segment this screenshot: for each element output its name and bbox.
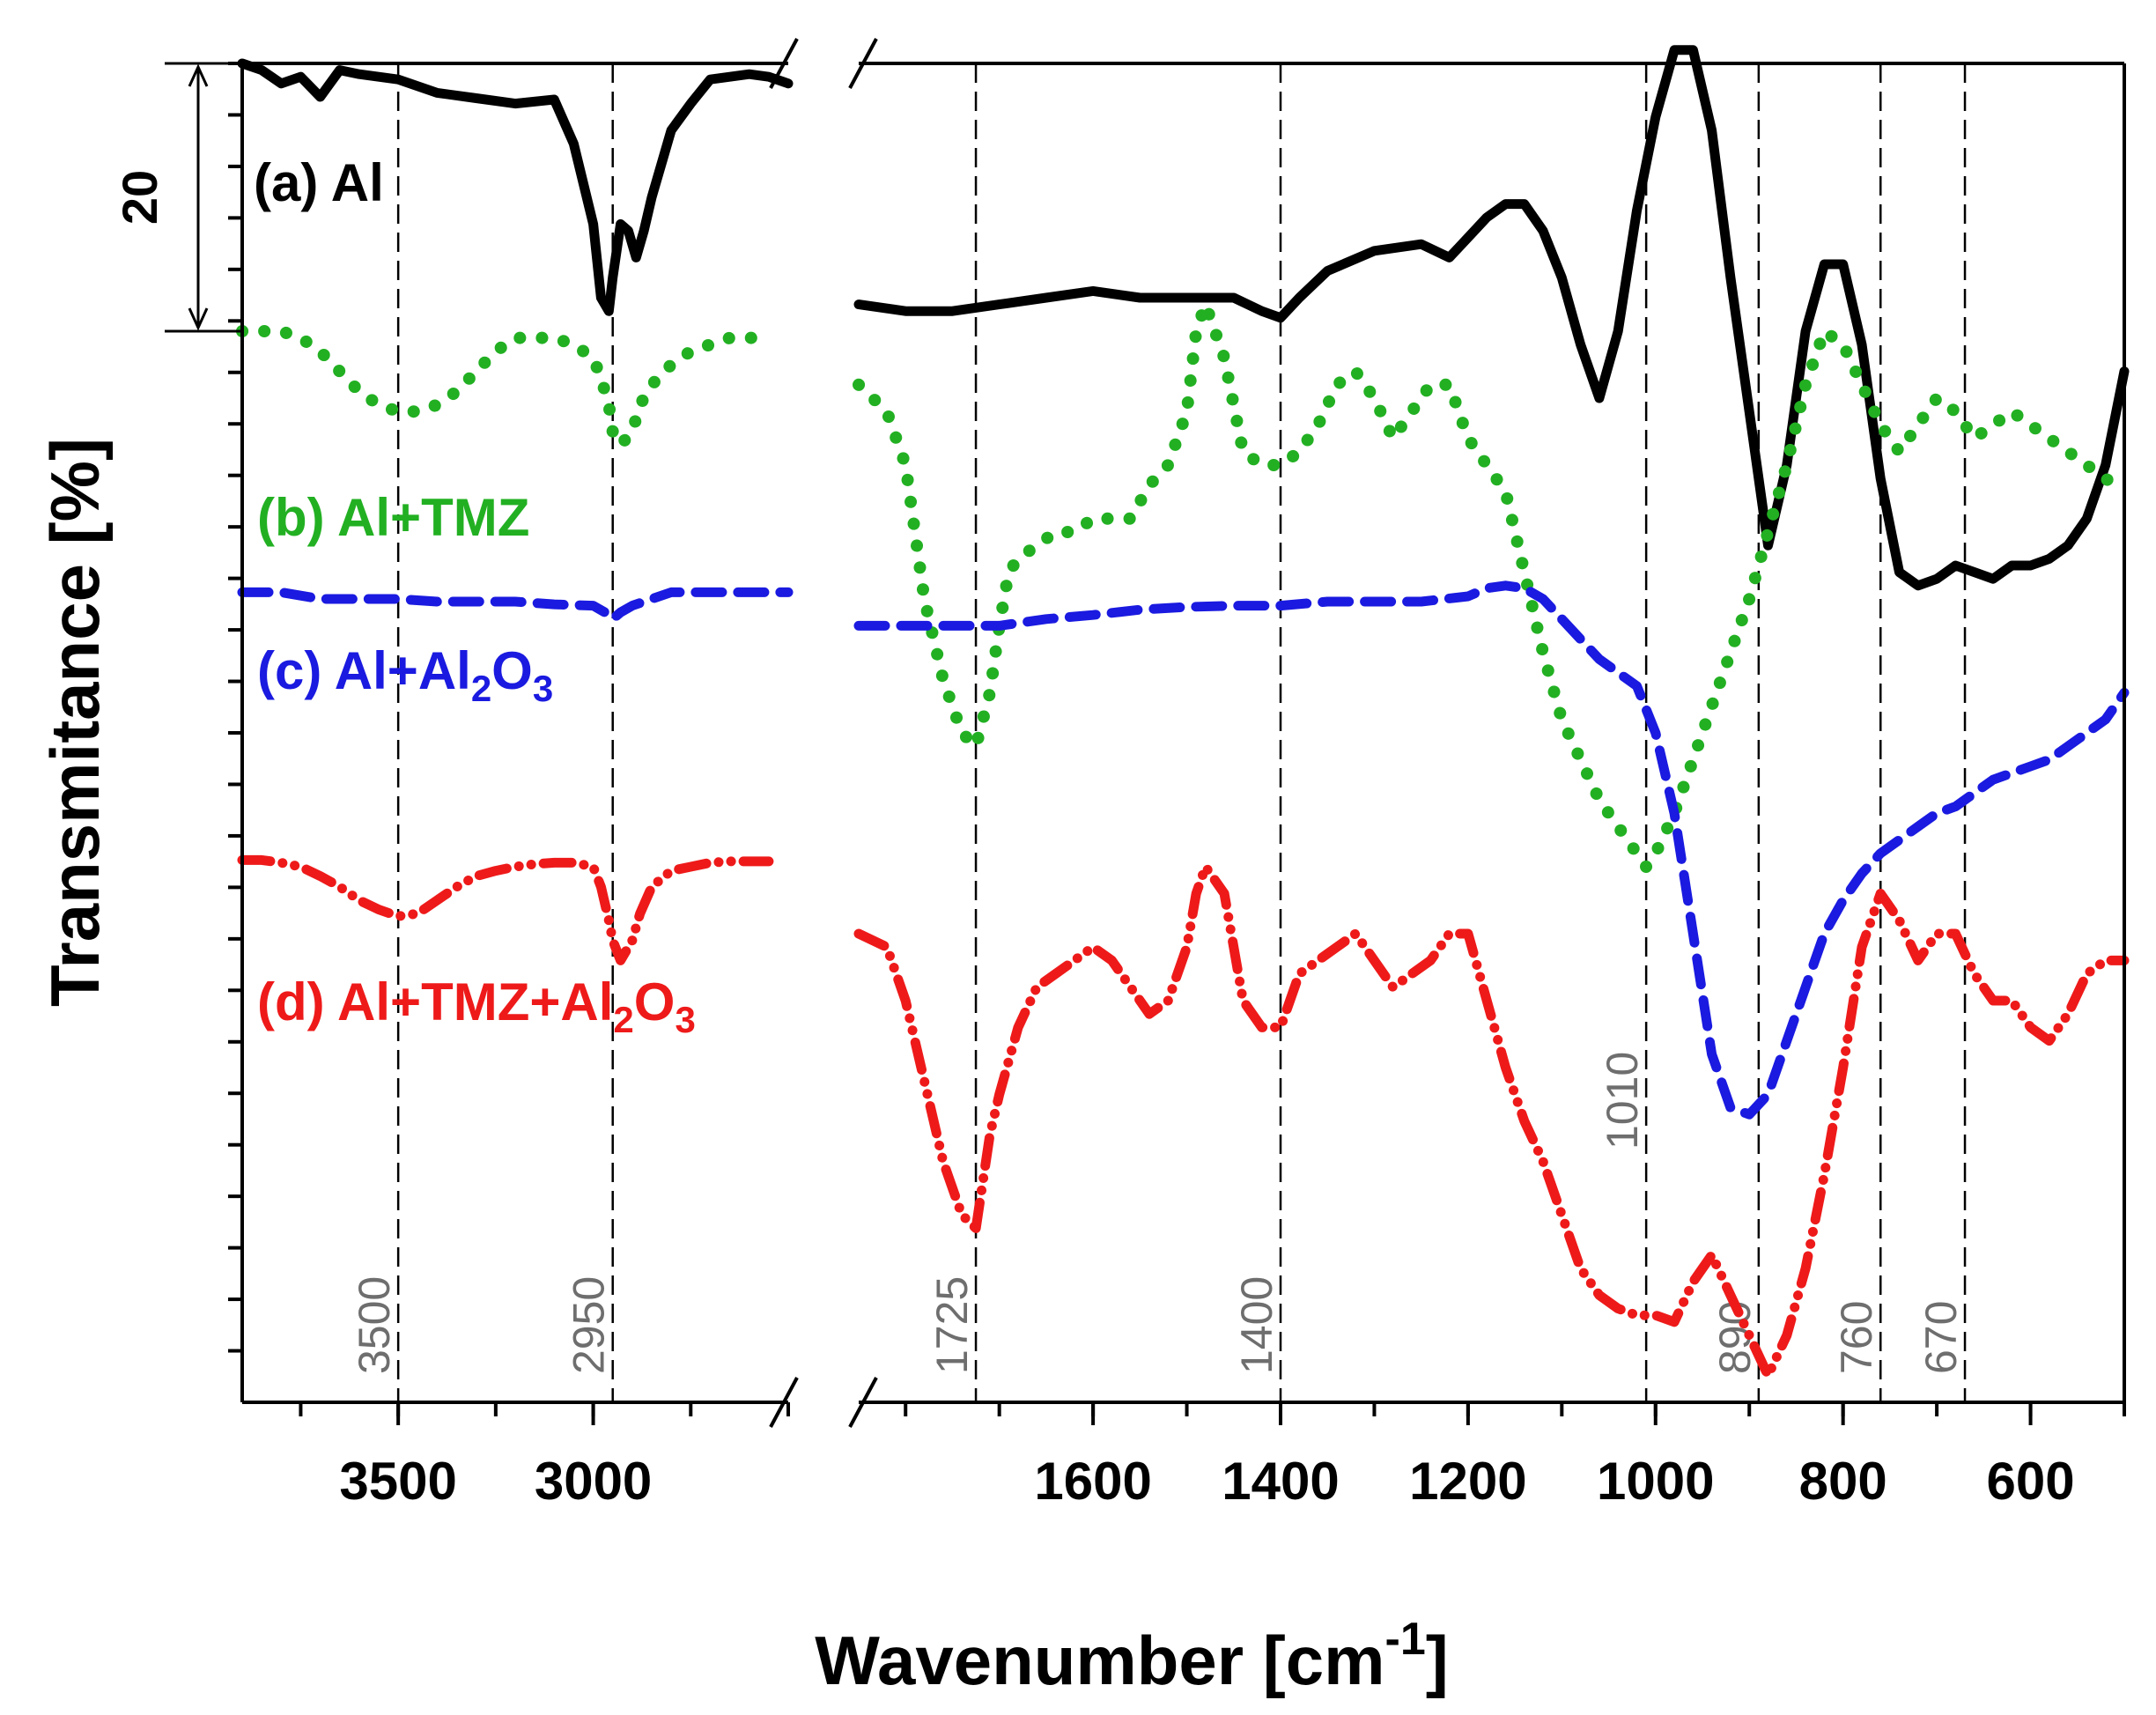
series-line-b (853, 298, 2130, 873)
series-line-a (853, 45, 2130, 591)
x-tick-label: 1400 (1222, 1452, 1339, 1511)
series-line-c (237, 587, 794, 625)
series-label-c-sub2: 3 (533, 668, 553, 709)
series-line-d (853, 861, 2130, 1381)
series-line-b (236, 325, 775, 452)
ticks: 3500 3000 1600 1400 1200 1000 800 600 (228, 62, 2126, 1511)
series-label-c: (c) Al+Al2O3 (257, 641, 553, 709)
series-label-b: (b) Al+TMZ (257, 488, 529, 547)
series-line-d (237, 854, 774, 965)
reference-line-label: 1400 (1232, 1276, 1281, 1374)
reference-line-label: 2950 (565, 1276, 614, 1374)
reference-line-label: 760 (1832, 1301, 1881, 1374)
series-label-c-sub1: 2 (471, 668, 491, 709)
x-tick-label: 1000 (1597, 1452, 1714, 1511)
x-tick-label: 800 (1799, 1452, 1887, 1511)
x-tick-label: 3000 (535, 1452, 652, 1511)
reference-line-label: 1010 (1598, 1052, 1647, 1149)
series-label-a: (a) Al (254, 153, 384, 212)
x-tick-label: 3500 (339, 1452, 456, 1511)
series-label-d-sub1: 2 (613, 999, 633, 1040)
x-axis-label-close: ] (1426, 1622, 1449, 1699)
series-line-c (853, 580, 2130, 1120)
scale-bar-arrow-up (188, 63, 209, 87)
series-line-a (237, 58, 794, 316)
series-label-d: (d) Al+TMZ+Al2O3 (257, 972, 696, 1040)
series-group (236, 45, 2130, 1381)
axis-break-mark (769, 1377, 799, 1428)
x-tick-label: 1600 (1034, 1452, 1151, 1511)
scale-bar: 20 (112, 62, 242, 333)
axis-break-mark (769, 38, 799, 89)
x-tick-label: 600 (1987, 1452, 2075, 1511)
y-axis-label: Transmitance [%] (36, 438, 114, 1007)
series-label-c-main: (c) Al+Al (257, 641, 471, 700)
reference-line-label: 3500 (350, 1276, 399, 1374)
reference-line-label: 1725 (927, 1276, 977, 1374)
series-label-d-mid: O (634, 972, 676, 1031)
series-label-d-main: (d) Al+TMZ+Al (257, 972, 613, 1031)
scale-bar-arrow-down (188, 307, 209, 331)
axis-break-mark (848, 38, 878, 89)
scale-bar-label: 20 (112, 170, 167, 225)
series-label-c-mid: O (491, 641, 533, 700)
series-label-d-sub2: 3 (675, 999, 695, 1040)
x-axis-label-sup: -1 (1385, 1614, 1426, 1665)
x-axis-label: Wavenumber [cm-1] (815, 1614, 1449, 1699)
reference-line-label: 670 (1916, 1301, 1966, 1374)
x-axis-label-main: Wavenumber [cm (815, 1622, 1384, 1699)
x-tick-label: 1200 (1409, 1452, 1526, 1511)
axis-break-mark (848, 1377, 878, 1428)
